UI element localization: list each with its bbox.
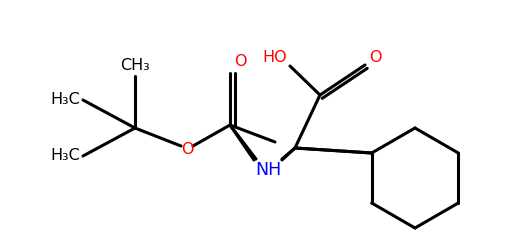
Text: O: O bbox=[369, 49, 381, 65]
Text: CH₃: CH₃ bbox=[120, 57, 150, 73]
Text: H₃C: H₃C bbox=[50, 148, 80, 164]
Text: NH: NH bbox=[255, 161, 281, 179]
Text: O: O bbox=[234, 54, 246, 70]
Text: H₃C: H₃C bbox=[50, 92, 80, 108]
Text: HO: HO bbox=[263, 50, 287, 66]
Text: O: O bbox=[181, 142, 193, 158]
